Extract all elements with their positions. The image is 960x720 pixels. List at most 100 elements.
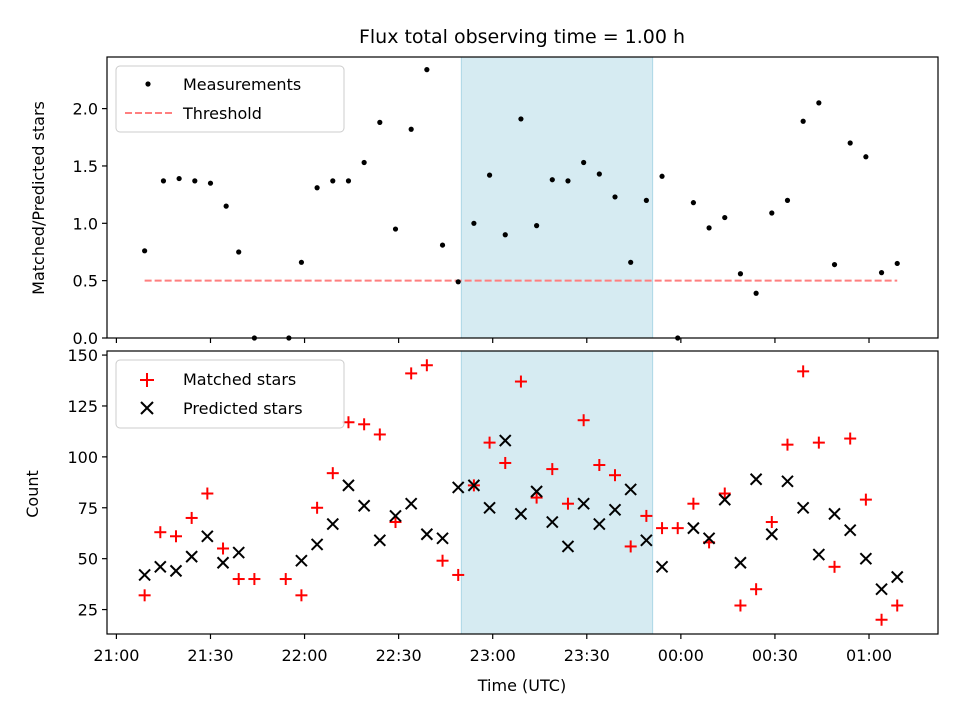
measurement-point xyxy=(314,185,320,191)
matched-star-point xyxy=(295,589,308,602)
predicted-legend-marker xyxy=(140,401,154,415)
measurement-point xyxy=(176,175,182,182)
predicted-star-point xyxy=(404,497,418,510)
matched-legend-label: Matched stars xyxy=(183,370,296,389)
predicted-star-point xyxy=(483,501,496,514)
x-tick-label: 23:00 xyxy=(470,646,516,665)
bottom-y-tick-label: 125 xyxy=(67,397,98,416)
matched-star-point xyxy=(201,487,214,500)
predicted-star-point xyxy=(514,507,528,521)
matched-star-point xyxy=(671,522,684,535)
measurement-point xyxy=(690,200,697,206)
bottom-legend: Matched stars Predicted stars xyxy=(115,359,345,429)
predicted-star-point xyxy=(216,556,230,569)
predicted-star-point xyxy=(232,546,245,559)
measurement-point xyxy=(207,180,214,186)
predicted-star-point xyxy=(702,532,716,545)
matched-star-point xyxy=(765,516,778,529)
measurement-point xyxy=(596,171,602,177)
predicted-star-point xyxy=(138,568,151,582)
x-tick-label: 01:00 xyxy=(846,646,892,665)
matched-star-point xyxy=(875,613,888,626)
predicted-legend-label: Predicted stars xyxy=(183,399,303,418)
bottom-highlight-rect xyxy=(460,350,654,635)
top-legend-box xyxy=(115,65,345,133)
matched-legend-marker xyxy=(140,373,154,387)
predicted-star-point xyxy=(420,528,434,541)
measurement-point xyxy=(455,279,461,285)
matched-star-point xyxy=(217,542,230,555)
matched-star-point xyxy=(483,436,496,449)
matched-star-point xyxy=(389,516,402,529)
matched-star-point xyxy=(452,568,465,581)
measurement-point xyxy=(236,249,242,255)
measurements-legend-label: Measurements xyxy=(183,75,301,94)
x-tick-label: 22:30 xyxy=(376,646,422,665)
matched-star-point xyxy=(781,438,794,451)
measurement-point xyxy=(581,159,587,166)
predicted-star-point xyxy=(561,540,575,553)
predicted-star-point xyxy=(781,475,794,488)
predicted-star-point xyxy=(326,517,339,531)
measurement-point xyxy=(722,214,728,221)
top-highlight-rect xyxy=(460,56,654,339)
predicted-star-point xyxy=(310,538,324,551)
predicted-star-point xyxy=(357,499,371,512)
top-plot-frame xyxy=(106,56,939,339)
predicted-star-point xyxy=(749,473,763,486)
matched-star-point xyxy=(640,509,653,522)
predicted-star-point xyxy=(499,434,512,447)
measurement-point xyxy=(816,100,822,106)
measurement-point xyxy=(361,159,367,166)
predicted-star-point xyxy=(718,493,731,506)
top-y-tick-label: 0.0 xyxy=(73,329,98,348)
measurement-point xyxy=(160,178,167,184)
bottom-highlight-span xyxy=(460,350,654,635)
predicted-star-point xyxy=(467,479,481,492)
top-y-axis-label: Matched/Predicted stars xyxy=(29,101,48,295)
measurement-point xyxy=(486,172,493,178)
matched-star-points xyxy=(138,359,904,626)
predicted-star-point xyxy=(185,550,198,563)
x-tick-label: 00:30 xyxy=(752,646,798,665)
measurement-point xyxy=(377,119,383,125)
measurement-point xyxy=(534,223,540,229)
measurement-point xyxy=(753,290,759,296)
matched-star-point xyxy=(828,560,841,573)
measurement-point xyxy=(784,197,791,203)
measurement-point xyxy=(769,210,775,216)
x-axis-label: Time (UTC) xyxy=(477,676,566,695)
bottom-y-axis-label: Count xyxy=(23,470,42,518)
predicted-star-point xyxy=(436,532,449,545)
matched-star-point xyxy=(248,573,261,586)
predicted-star-point xyxy=(295,554,308,567)
matched-star-point xyxy=(656,522,669,535)
predicted-star-point xyxy=(843,523,857,537)
bottom-y-tick-label: 75 xyxy=(78,499,98,518)
measurements-legend-marker xyxy=(145,81,151,87)
predicted-star-point xyxy=(373,534,387,547)
x-tick-label: 21:00 xyxy=(93,646,139,665)
predicted-star-point xyxy=(765,528,779,541)
matched-star-point xyxy=(514,375,527,388)
bottom-y-tick-label: 150 xyxy=(67,346,98,365)
top-y-ticks: 0.0 0.5 1.0 1.5 2.0 xyxy=(73,100,107,348)
measurement-point xyxy=(831,261,838,268)
measurement-point xyxy=(330,178,336,184)
x-tick-label: 21:30 xyxy=(187,646,233,665)
matched-star-point xyxy=(546,463,559,476)
top-y-tick-label: 1.0 xyxy=(73,214,98,233)
top-legend: Measurements Threshold xyxy=(115,65,345,133)
matched-star-point xyxy=(609,469,622,482)
measurement-point xyxy=(142,248,148,254)
matched-star-point xyxy=(499,456,512,469)
matched-star-point xyxy=(593,459,606,472)
x-tick-label: 00:00 xyxy=(658,646,704,665)
measurement-point xyxy=(345,178,352,184)
measurement-point xyxy=(408,126,414,132)
measurement-point xyxy=(847,140,853,146)
bottom-plot-frame xyxy=(106,350,939,635)
matched-star-point xyxy=(750,583,763,596)
matched-star-point xyxy=(169,530,182,543)
predicted-star-point xyxy=(796,501,810,514)
